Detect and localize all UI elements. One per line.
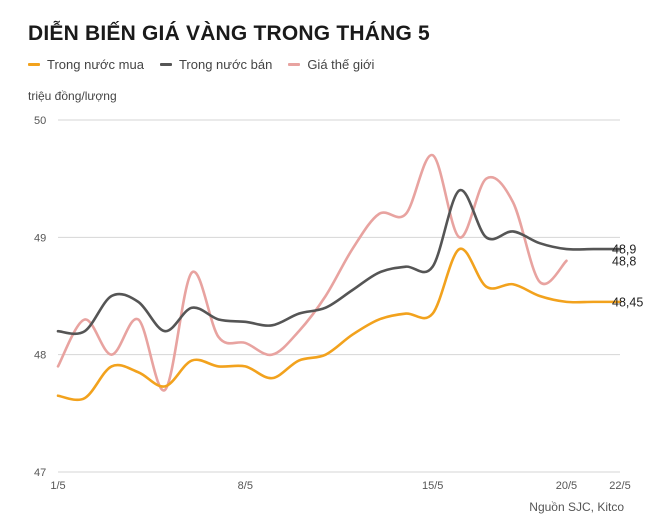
y-tick-label: 47 bbox=[34, 467, 46, 479]
series-line-world-price bbox=[56, 153, 568, 392]
source-note: Nguồn SJC, Kitco bbox=[529, 500, 624, 514]
legend-item-domestic-sell: Trong nước bán bbox=[159, 57, 273, 72]
legend-label-domestic-buy: Trong nước mua bbox=[47, 57, 144, 72]
y-tick-label: 49 bbox=[34, 232, 46, 244]
legend-swatch-domestic-sell bbox=[159, 63, 172, 66]
x-tick-label: 15/5 bbox=[422, 480, 443, 492]
legend-item-domestic-buy: Trong nước mua bbox=[28, 57, 144, 72]
end-label-domestic-buy: 48,45 bbox=[612, 295, 643, 309]
y-tick-label: 48 bbox=[34, 350, 46, 362]
legend-swatch-domestic-buy bbox=[28, 63, 40, 66]
y-tick-label: 50 bbox=[34, 115, 46, 127]
legend-label-domestic-sell: Trong nước bán bbox=[178, 57, 273, 72]
legend-item-world-price: Giá thế giới bbox=[288, 57, 374, 72]
legend-swatch-world-price bbox=[288, 63, 301, 66]
legend-label-world-price: Giá thế giới bbox=[307, 57, 375, 72]
legend: Trong nước mua Trong nước bán Giá thế gi… bbox=[28, 57, 374, 72]
x-tick-label: 1/5 bbox=[50, 480, 65, 492]
end-label-world-price: 48,8 bbox=[612, 254, 636, 268]
y-axis-unit-label: triệu đồng/lượng bbox=[28, 89, 117, 103]
x-tick-label: 8/5 bbox=[238, 480, 253, 492]
x-tick-label: 20/5 bbox=[556, 480, 577, 492]
x-tick-label: 22/5 bbox=[609, 480, 630, 492]
chart-title: DIỄN BIẾN GIÁ VÀNG TRONG THÁNG 5 bbox=[28, 22, 430, 45]
series-line-domestic-buy bbox=[56, 247, 622, 402]
series-line-domestic-sell bbox=[56, 189, 622, 336]
end-label-domestic-sell: 48,9 bbox=[612, 243, 636, 257]
